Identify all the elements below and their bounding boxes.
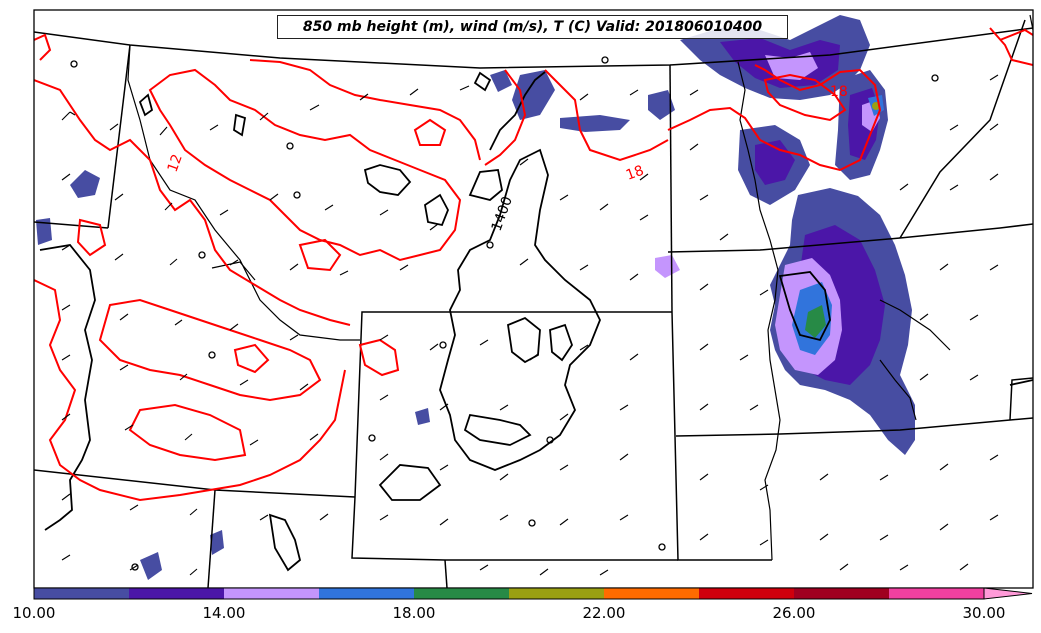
- colorbar-tick-label: 14.00: [202, 604, 246, 622]
- shaded-fill-layer: [36, 15, 915, 580]
- colorbar-tick-label: 22.00: [582, 604, 626, 622]
- colorbar-tick-label: 10.00: [12, 604, 56, 622]
- height-contours: [39, 71, 1033, 572]
- height-contour-label-1400: 1400: [489, 194, 516, 233]
- temperature-contours: [34, 27, 1033, 502]
- colorbar-segment: [129, 588, 224, 599]
- colorbar: [33, 587, 1033, 600]
- map-title: 850 mb height (m), wind (m/s), T (C) Val…: [277, 15, 788, 39]
- colorbar-segment: [34, 588, 129, 599]
- temp-contour-label-12: 12: [165, 152, 186, 174]
- colorbar-tick-label: 30.00: [962, 604, 1006, 622]
- colorbar-tick-label: 26.00: [772, 604, 816, 622]
- temp-contour-label-18-east: 18: [624, 163, 646, 184]
- colorbar-extend-arrow: [983, 587, 1033, 600]
- colorbar-segment: [509, 588, 604, 599]
- colorbar-segment: [794, 588, 889, 599]
- colorbar-segment: [414, 588, 509, 599]
- colorbar-segment: [889, 588, 984, 599]
- wind-barbs: [61, 74, 999, 576]
- colorbar-segment: [604, 588, 699, 599]
- calm-wind-markers: [70, 56, 939, 571]
- colorbar-segment: [224, 588, 319, 599]
- river-borders: [127, 14, 1033, 561]
- colorbar-segment: [319, 588, 414, 599]
- colorbar-tick-label: 18.00: [392, 604, 436, 622]
- temp-contour-label-18-ne: 18: [830, 84, 848, 100]
- colorbar-segment: [699, 588, 794, 599]
